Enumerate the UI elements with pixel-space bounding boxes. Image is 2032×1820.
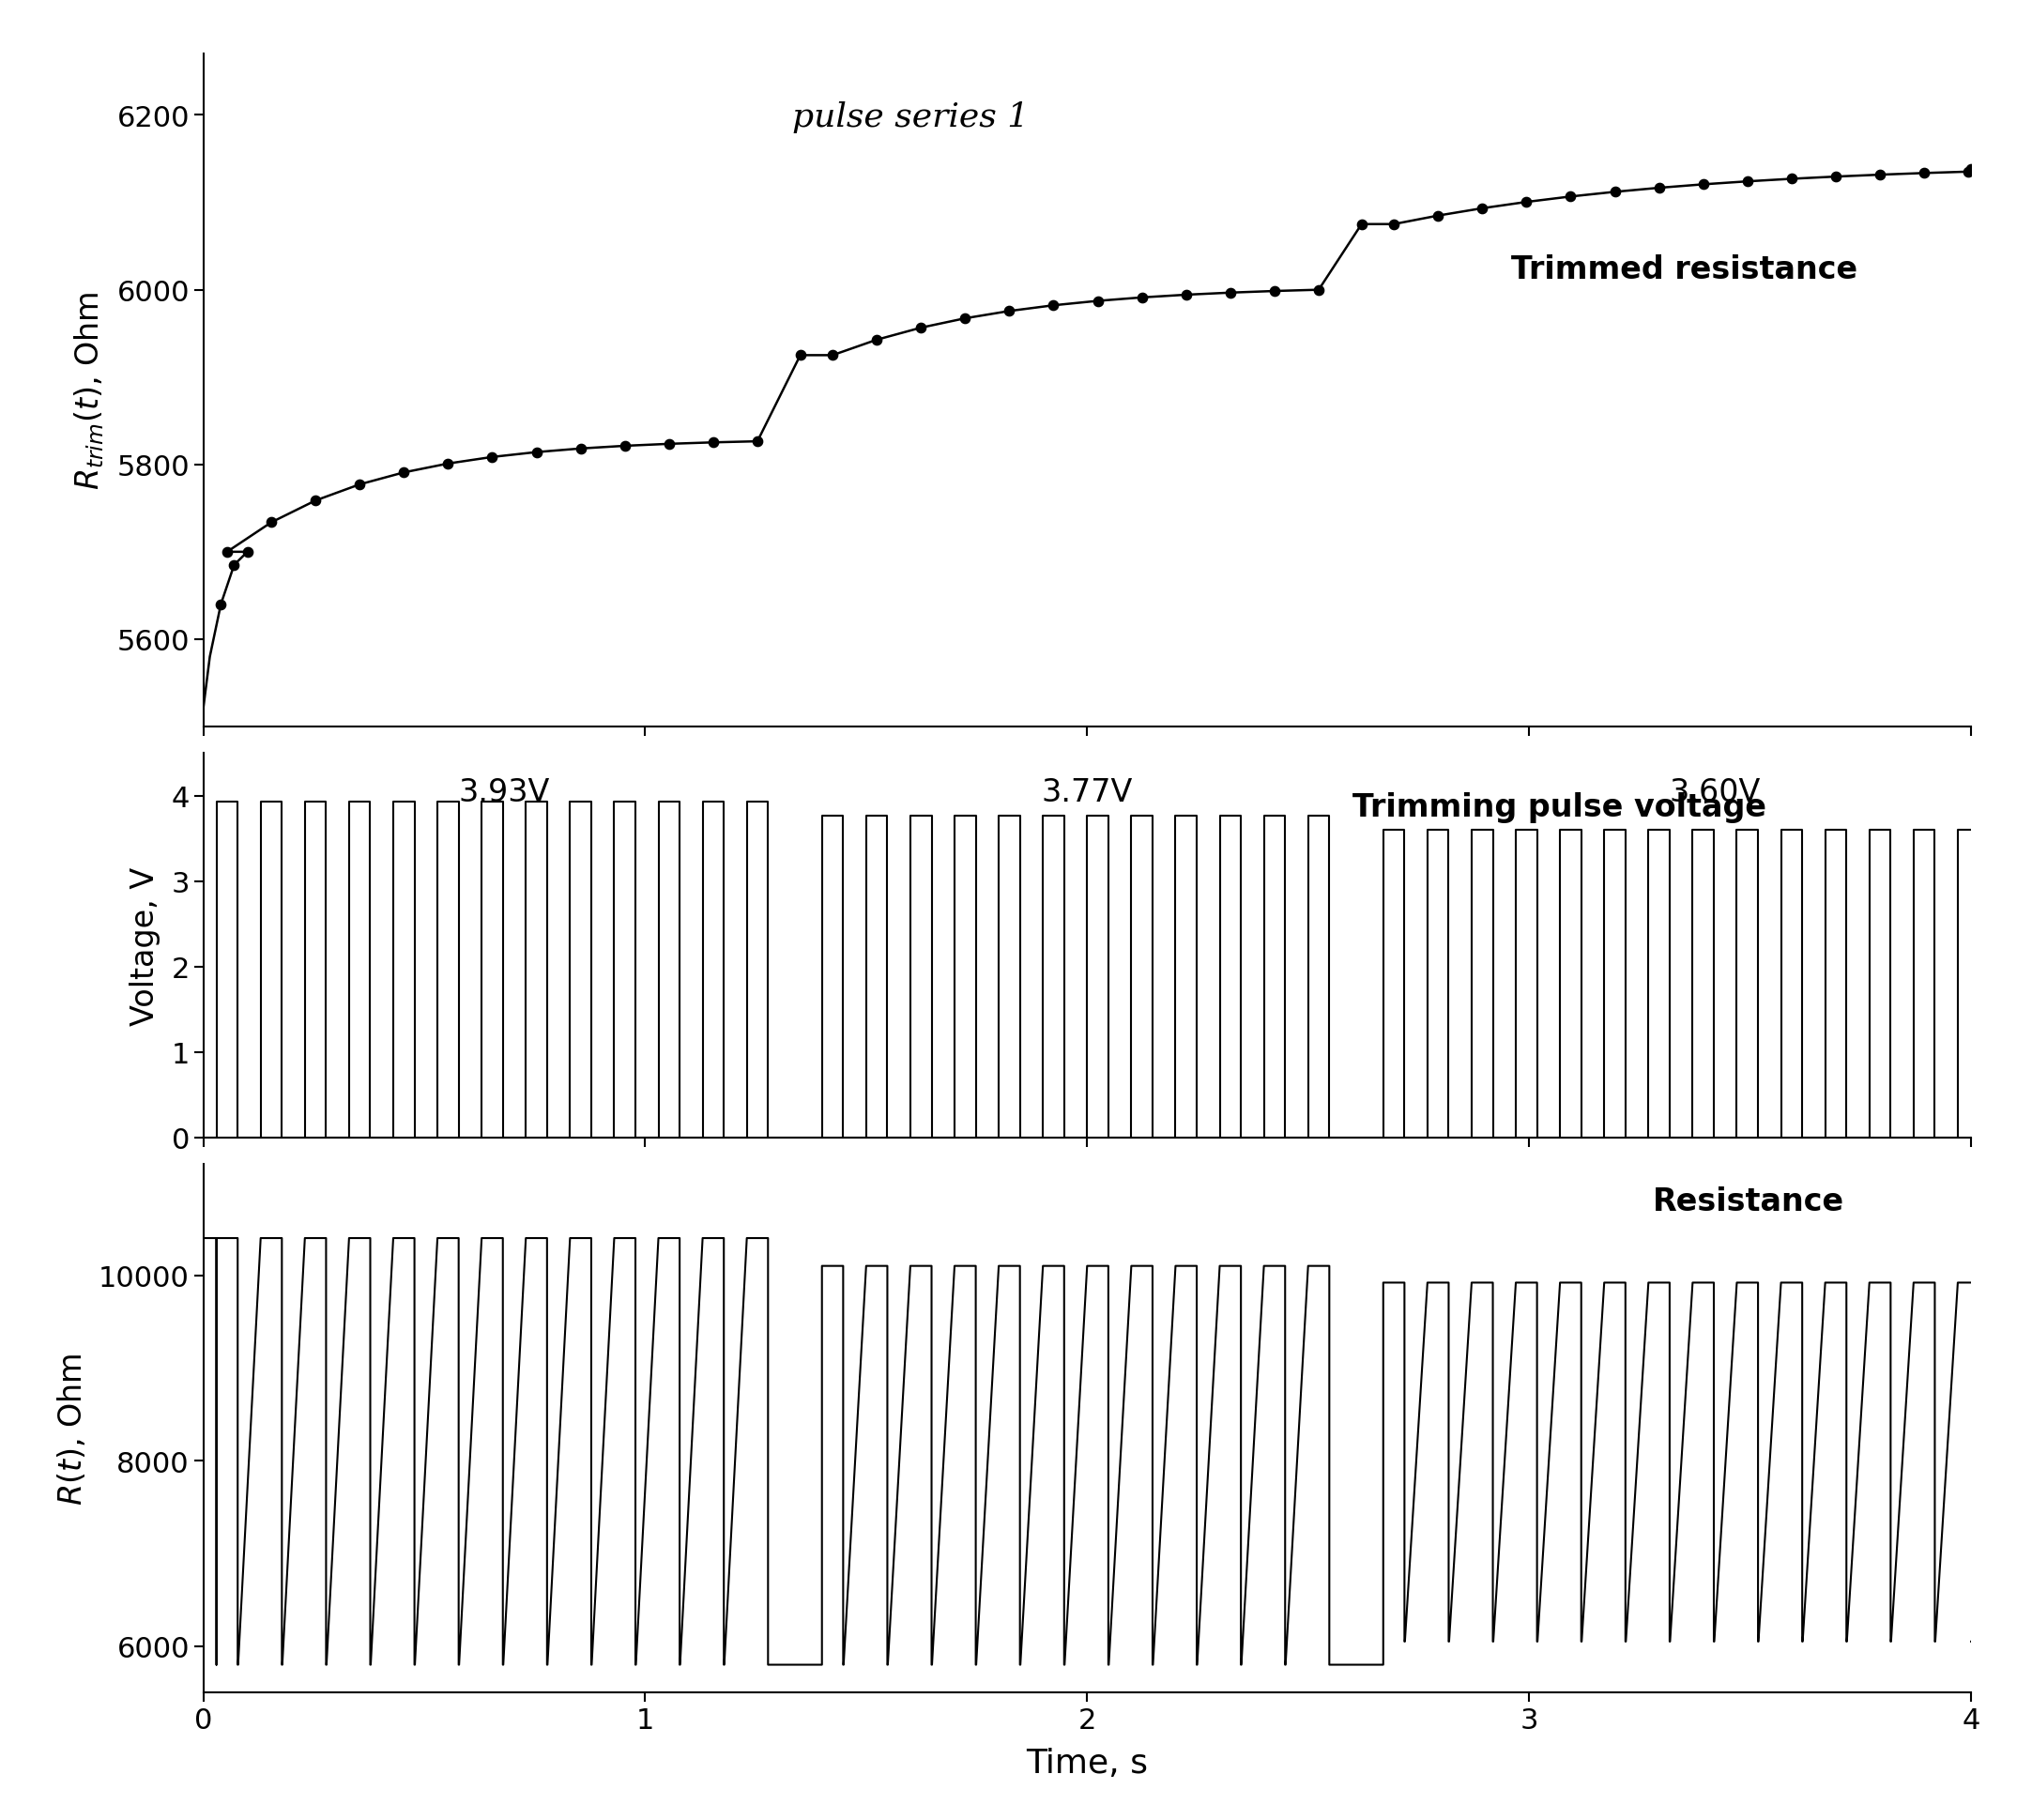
Text: pulse series 1: pulse series 1 <box>792 102 1028 133</box>
Point <box>1081 288 1114 317</box>
Point <box>1776 166 1808 195</box>
Point <box>742 428 774 457</box>
Point <box>1303 277 1335 306</box>
Point <box>475 442 508 471</box>
Point <box>817 342 849 371</box>
Point <box>1422 202 1455 231</box>
Point <box>1554 182 1587 211</box>
Point <box>994 297 1026 326</box>
Text: 3.93V: 3.93V <box>457 777 549 808</box>
Text: Trimmed resistance: Trimmed resistance <box>1512 255 1857 286</box>
X-axis label: Time, s: Time, s <box>1026 1747 1148 1778</box>
Point <box>697 428 729 457</box>
Point <box>1378 211 1410 240</box>
Point <box>1213 278 1246 308</box>
Point <box>784 342 817 371</box>
Point <box>1345 211 1378 240</box>
Point <box>1863 160 1896 189</box>
Point <box>1258 277 1290 306</box>
Point <box>1995 157 2028 186</box>
Point <box>608 431 640 460</box>
Text: Resistance: Resistance <box>1652 1185 1845 1216</box>
Point <box>232 539 264 568</box>
Text: 3.77V: 3.77V <box>1042 777 1132 808</box>
Point <box>1731 167 1764 197</box>
Y-axis label: $\it{R}_{trim}\it{(t)}$, Ohm: $\it{R}_{trim}\it{(t)}$, Ohm <box>73 291 106 490</box>
Point <box>652 430 685 459</box>
Y-axis label: Voltage, V: Voltage, V <box>130 866 161 1025</box>
Point <box>211 539 244 568</box>
Text: Trimming pulse voltage: Trimming pulse voltage <box>1353 792 1766 823</box>
Point <box>343 471 376 501</box>
Point <box>1510 187 1542 217</box>
Point <box>1953 158 1985 187</box>
Point <box>565 435 597 464</box>
Point <box>205 590 238 619</box>
Point <box>217 551 250 581</box>
Point <box>1126 284 1158 313</box>
Point <box>431 450 463 479</box>
Point <box>1599 178 1632 207</box>
Point <box>1465 195 1498 224</box>
Point <box>299 486 331 515</box>
Point <box>1036 291 1069 320</box>
Point <box>520 439 553 468</box>
Point <box>254 508 287 537</box>
Point <box>388 459 421 488</box>
Point <box>949 304 981 333</box>
Point <box>1170 280 1203 309</box>
Point <box>1908 160 1941 189</box>
Point <box>1819 162 1851 191</box>
Point <box>860 326 892 355</box>
Point <box>1642 175 1674 204</box>
Y-axis label: $\it{R(t)}$, Ohm: $\it{R(t)}$, Ohm <box>57 1352 87 1505</box>
Text: 3.60V: 3.60V <box>1668 777 1760 808</box>
Point <box>904 313 937 342</box>
Point <box>1955 157 1987 186</box>
Point <box>1687 171 1719 200</box>
